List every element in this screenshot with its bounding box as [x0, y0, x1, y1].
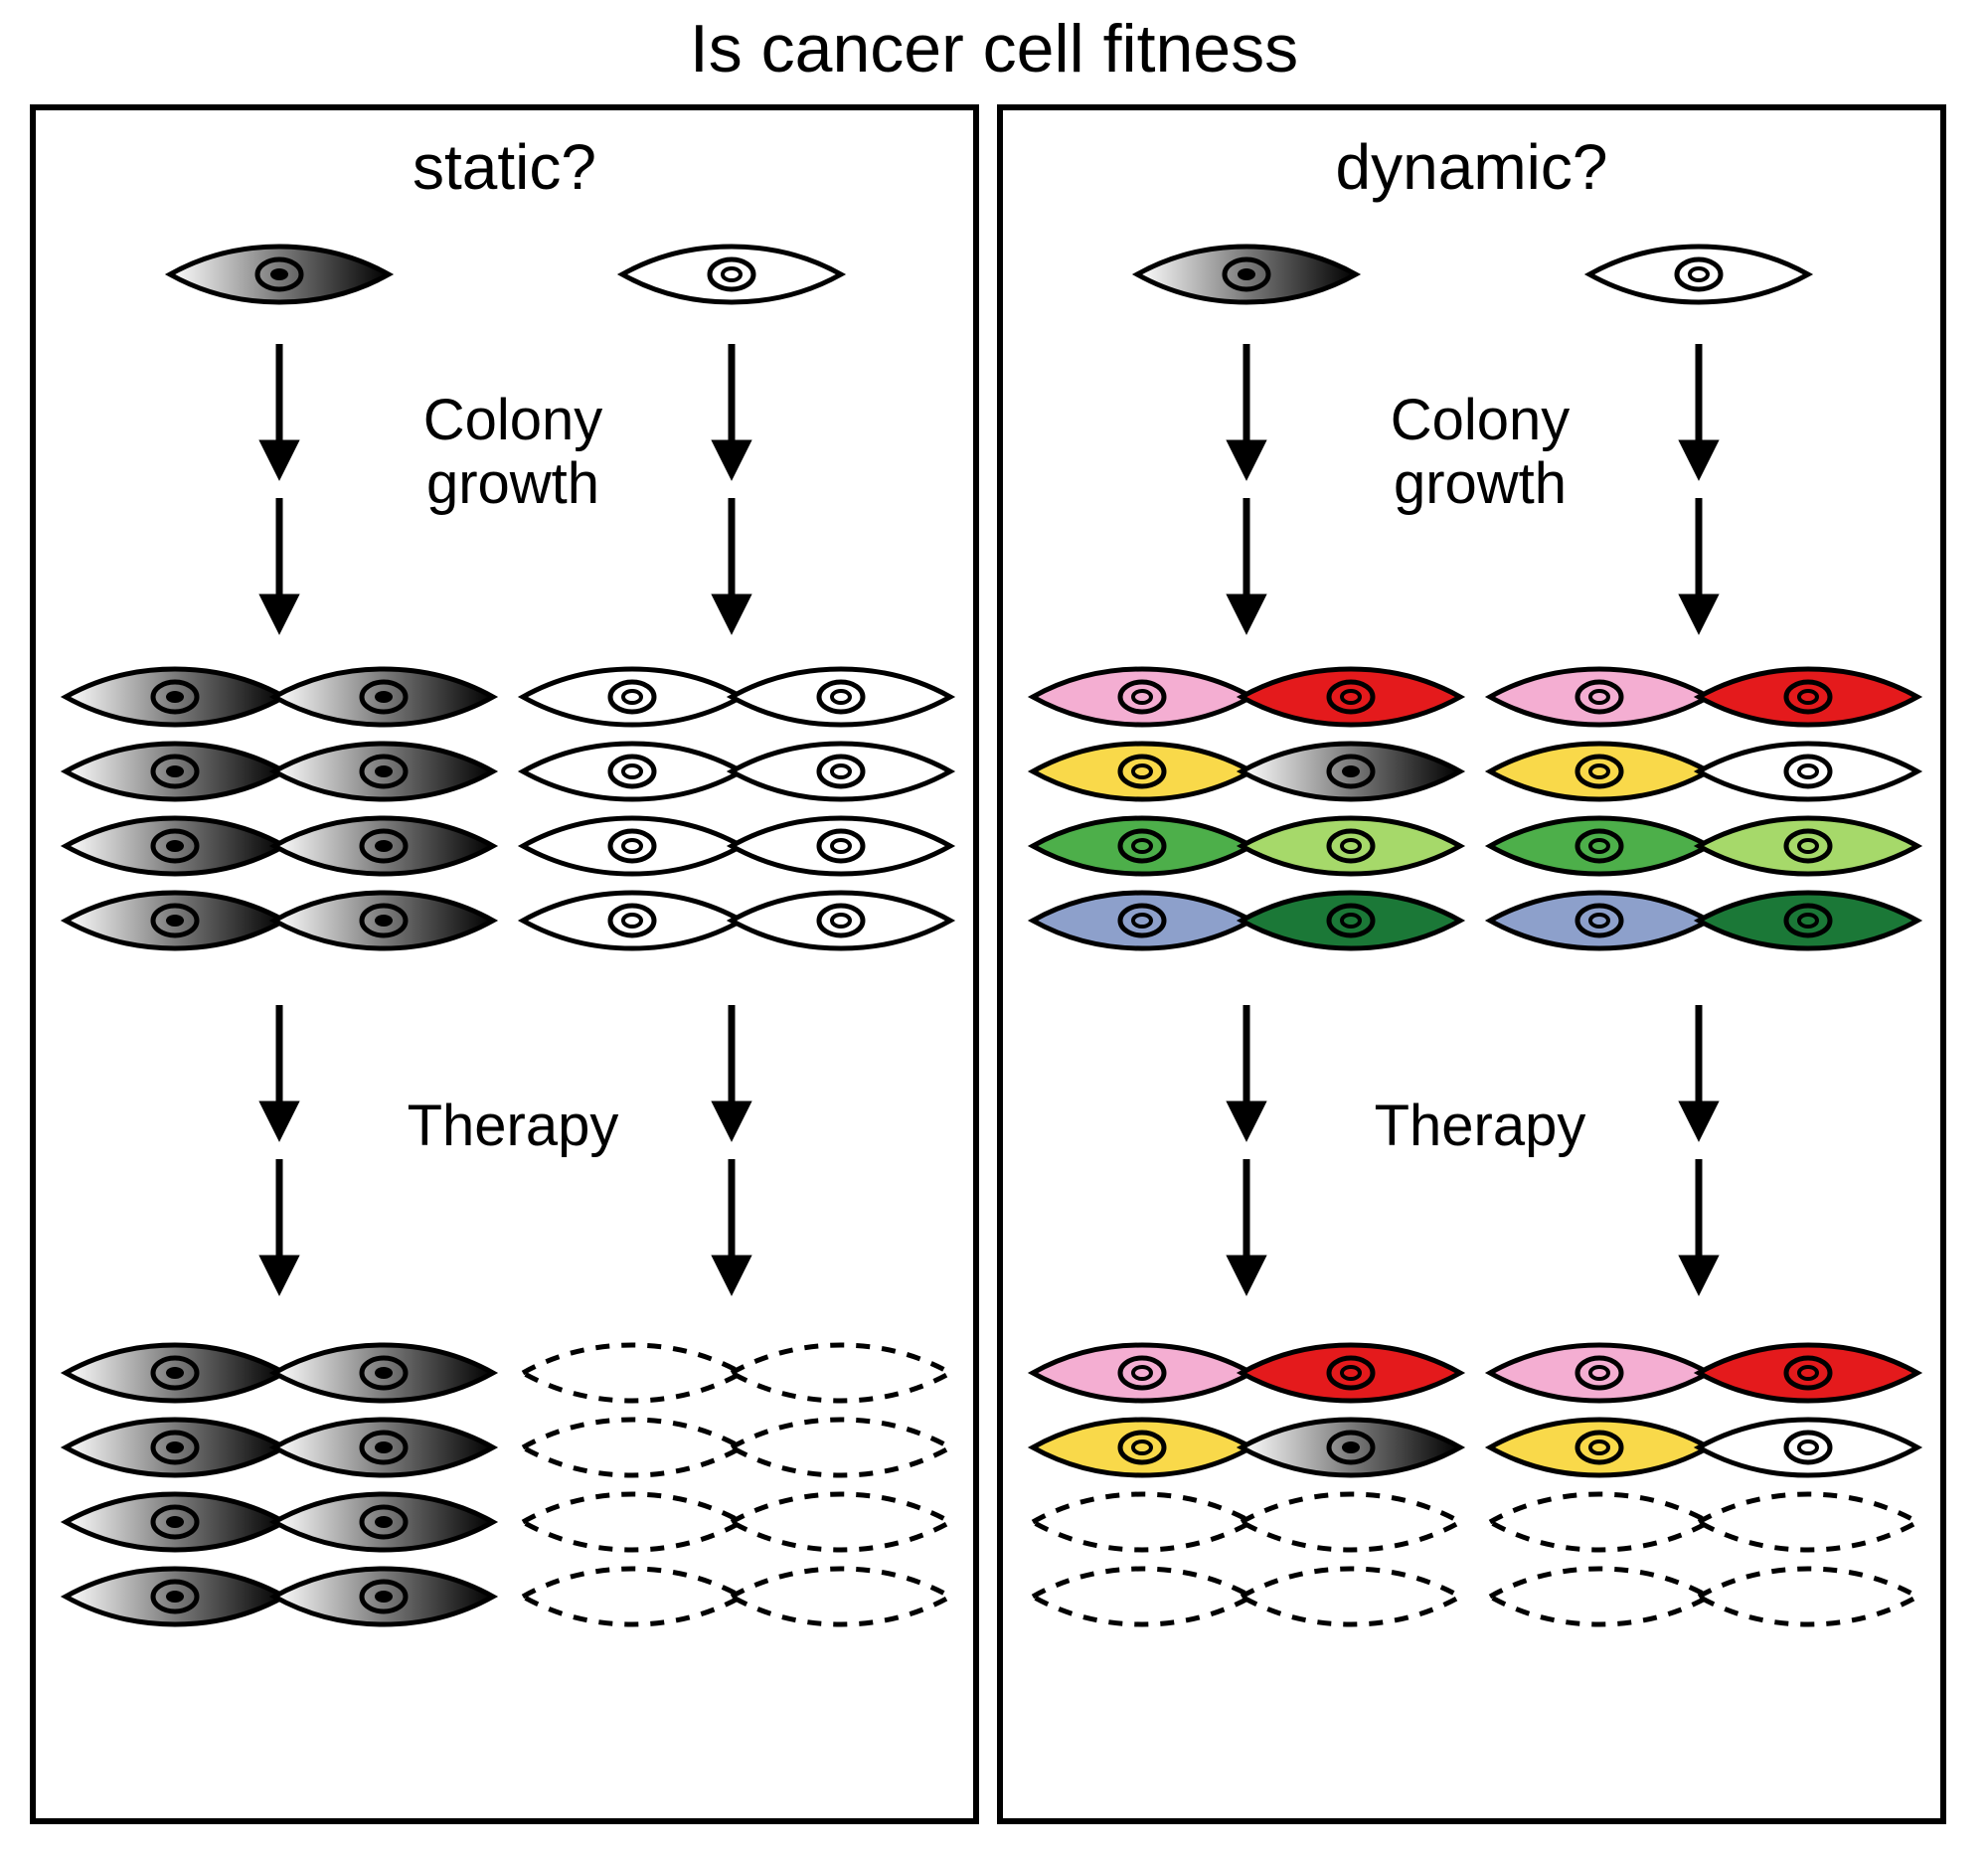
static-label-therapy: Therapy [404, 1095, 622, 1158]
panel-static-svg [36, 110, 985, 1830]
dynamic-label-therapy: Therapy [1371, 1095, 1589, 1158]
static-result-right [523, 1345, 950, 1624]
static-top-cell-left [170, 247, 389, 302]
dynamic-top-cell-left [1137, 247, 1356, 302]
static-colony-right [523, 669, 950, 948]
dynamic-top-cell-right [1589, 247, 1808, 302]
panel-dynamic-svg [1003, 110, 1952, 1830]
static-top-cell-right [622, 247, 841, 302]
panel-dynamic: dynamic? [997, 104, 1946, 1824]
dynamic-label-growth: Colonygrowth [1371, 389, 1589, 516]
dynamic-colony-left [1033, 669, 1460, 948]
static-label-growth: Colonygrowth [404, 389, 622, 516]
dynamic-result-left [1033, 1345, 1460, 1624]
dynamic-colony-right [1490, 669, 1917, 948]
panel-static: static? [30, 104, 979, 1824]
panels-container: static? [30, 104, 1946, 1824]
static-result-left [66, 1345, 493, 1624]
static-colony-left [66, 669, 493, 948]
main-title: Is cancer cell fitness [0, 10, 1988, 87]
dynamic-result-right [1490, 1345, 1917, 1624]
